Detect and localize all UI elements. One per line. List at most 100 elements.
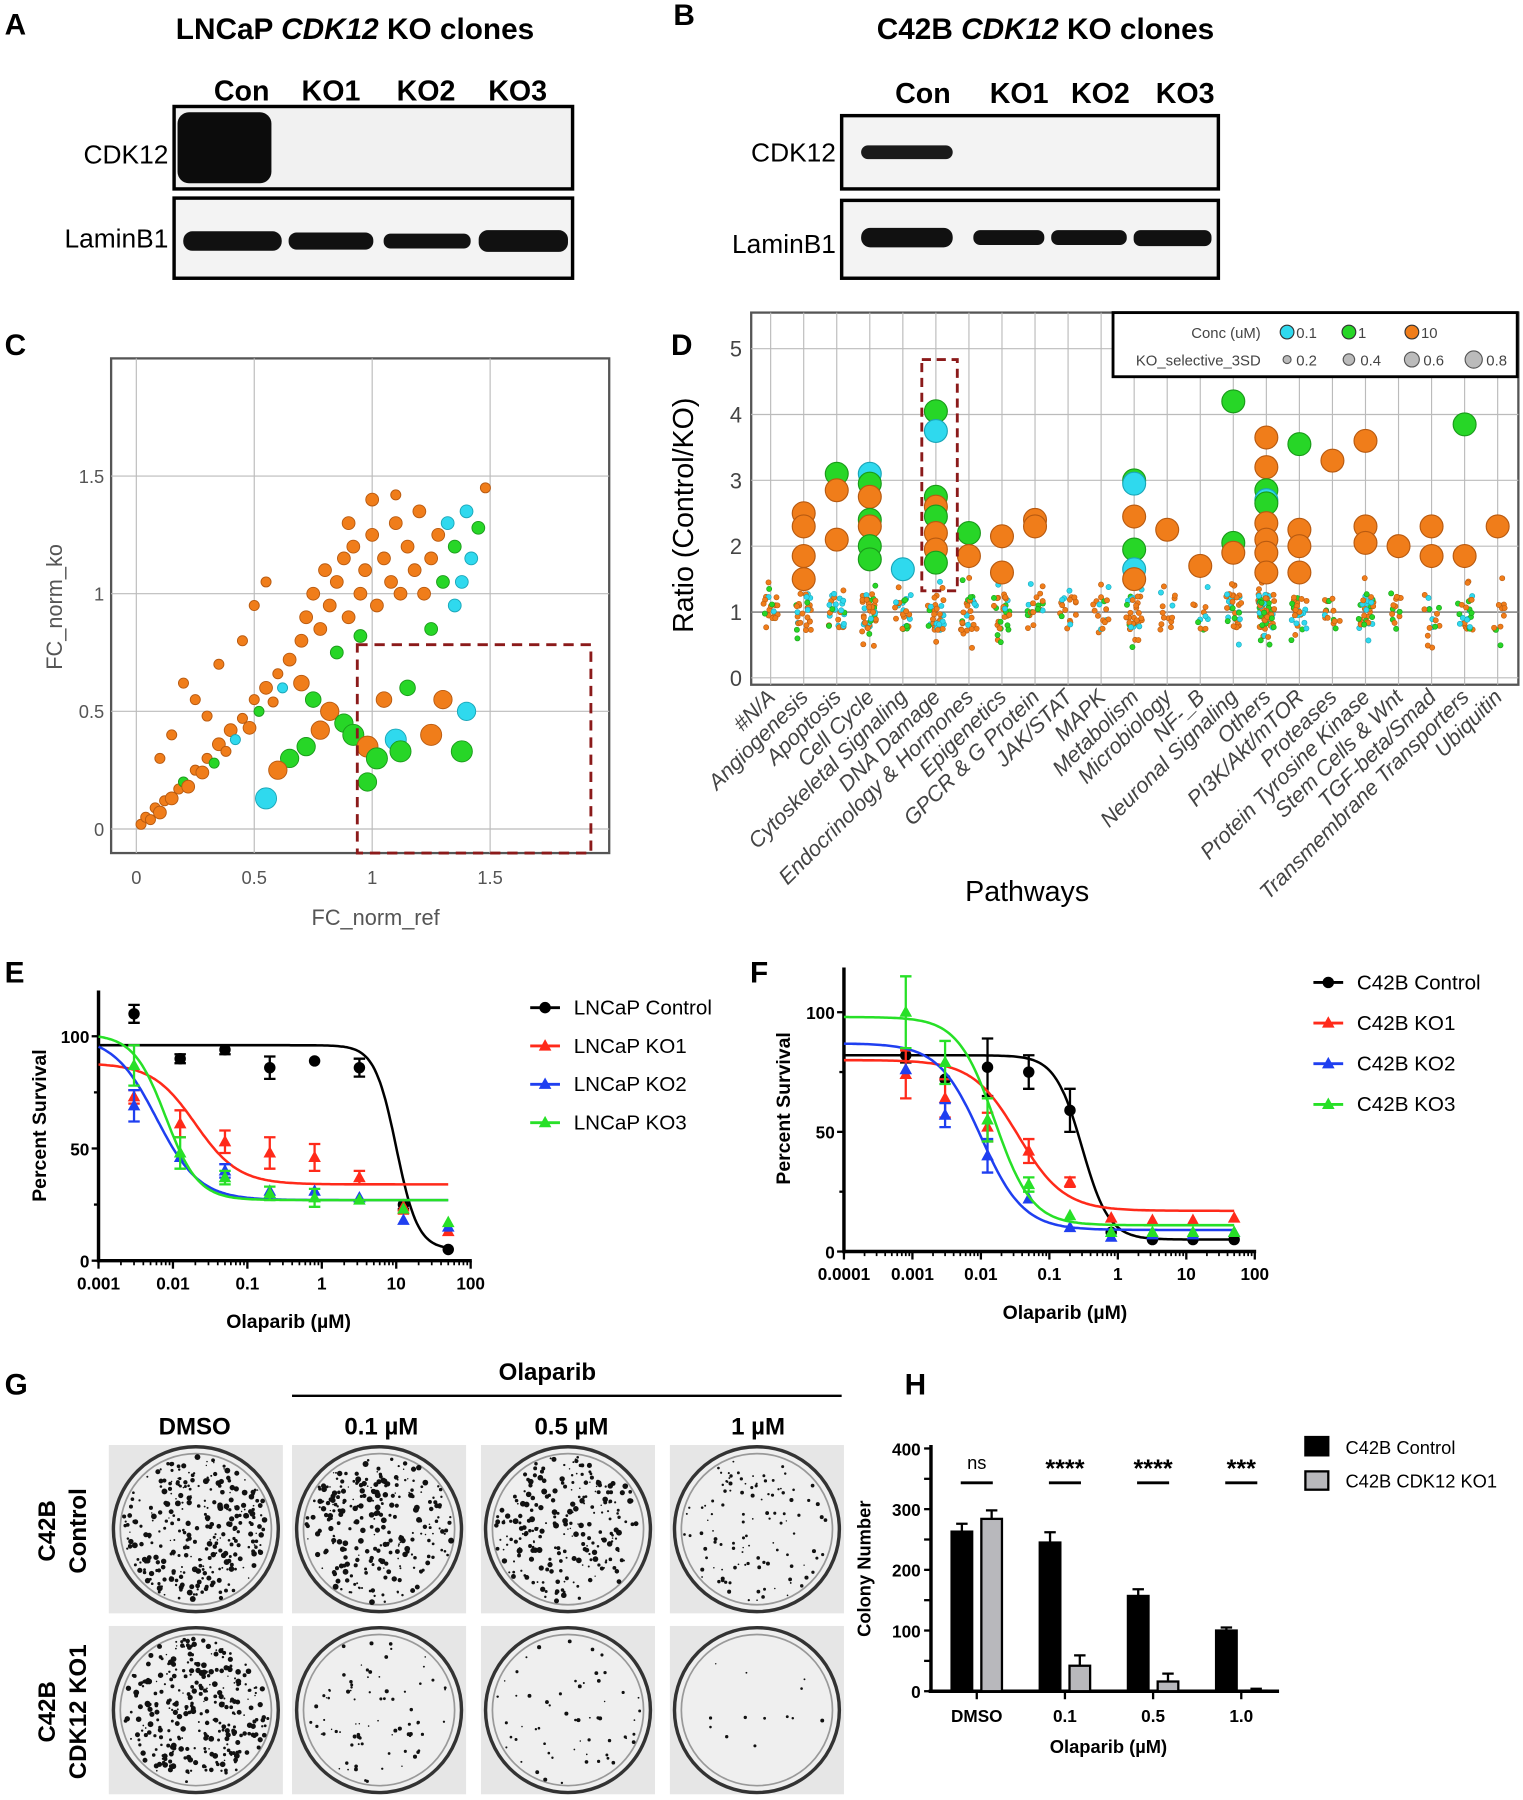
data-point <box>1095 612 1101 619</box>
colony <box>380 1517 387 1524</box>
colony <box>560 1781 564 1785</box>
band <box>183 231 282 251</box>
colony <box>554 1546 557 1550</box>
colony <box>792 1532 796 1535</box>
colony <box>556 1546 561 1551</box>
colony <box>333 1502 338 1507</box>
colony <box>823 1518 828 1522</box>
colony <box>788 1577 793 1582</box>
colony <box>142 1570 147 1575</box>
colony <box>198 1505 201 1508</box>
data-point <box>223 723 238 738</box>
colony <box>570 1473 574 1477</box>
colony <box>539 1528 545 1534</box>
error-bar <box>1044 1531 1056 1543</box>
colony <box>413 1555 417 1560</box>
data-point <box>1363 591 1370 598</box>
colony <box>159 1485 163 1488</box>
outlier-point <box>1122 471 1147 496</box>
colony <box>399 1565 402 1568</box>
colony <box>332 1509 336 1513</box>
colony <box>190 1653 195 1657</box>
data-point <box>1258 599 1265 606</box>
data-point <box>826 602 833 608</box>
colony <box>520 1760 523 1763</box>
colony <box>789 1497 794 1503</box>
colony <box>747 1598 750 1602</box>
colony <box>237 1556 243 1562</box>
colony <box>545 1567 550 1572</box>
data-point <box>447 598 462 613</box>
colony <box>219 1537 222 1539</box>
data-point <box>1186 1225 1200 1237</box>
data-point <box>1324 614 1331 621</box>
data-point <box>397 1213 410 1225</box>
colony <box>756 1589 761 1594</box>
colony <box>784 1472 787 1475</box>
colony <box>223 1665 229 1671</box>
colony <box>158 1655 163 1659</box>
data-point <box>1434 610 1440 617</box>
colony <box>570 1501 576 1507</box>
data-point <box>903 608 910 615</box>
column-label: 0.5 µM <box>534 1414 608 1441</box>
x-tick-label: 0.1 <box>1037 1264 1061 1284</box>
colony <box>206 1506 209 1509</box>
colony <box>234 1513 240 1519</box>
data-point <box>1005 626 1012 633</box>
colony <box>608 1517 612 1521</box>
colony <box>328 1688 331 1692</box>
colony <box>803 1564 805 1566</box>
colony <box>343 1547 347 1552</box>
colony <box>603 1671 607 1675</box>
legend-label: C42B Control <box>1357 971 1481 994</box>
colony <box>587 1577 593 1583</box>
colony <box>176 1464 181 1469</box>
colony <box>193 1760 199 1766</box>
colony <box>150 1582 154 1586</box>
panel-e-dose-response: E Percent Survival Olaparib (µM) 0501000… <box>5 956 712 1333</box>
colony <box>416 1464 422 1471</box>
colony <box>253 1488 257 1492</box>
colony <box>431 1542 435 1546</box>
colony <box>402 1461 408 1466</box>
colony <box>580 1531 586 1537</box>
colony <box>398 1543 400 1546</box>
plate-inner-rim <box>491 1633 645 1787</box>
colony <box>342 1673 346 1677</box>
colony-well <box>292 1445 467 1614</box>
colony <box>496 1695 499 1698</box>
colony <box>254 1694 256 1697</box>
colony <box>145 1702 151 1708</box>
data-point <box>1101 619 1108 626</box>
data-point <box>1022 1144 1036 1156</box>
colony <box>407 1722 411 1726</box>
data-point <box>870 642 877 649</box>
legend-label: 0.1 <box>1296 326 1317 342</box>
colony <box>596 1759 601 1764</box>
colony <box>708 1716 713 1720</box>
x-tick-label: 1 <box>1113 1264 1123 1284</box>
colony <box>608 1557 613 1562</box>
colony <box>340 1587 343 1591</box>
colony <box>502 1548 505 1551</box>
colony <box>571 1480 575 1484</box>
colony <box>336 1521 341 1526</box>
data-point <box>1129 597 1136 603</box>
colony <box>523 1501 530 1508</box>
data-point <box>263 1146 277 1158</box>
data-point <box>1426 606 1433 613</box>
colony <box>514 1498 519 1503</box>
outlier-point <box>956 520 981 546</box>
colony <box>427 1499 432 1504</box>
colony <box>371 1563 375 1567</box>
colony <box>733 1565 737 1570</box>
colony <box>599 1566 604 1571</box>
colony <box>526 1477 530 1482</box>
data-point <box>967 594 974 601</box>
colony <box>224 1467 231 1474</box>
data-point <box>399 679 416 697</box>
data-point <box>263 1186 277 1198</box>
y-tick-label: 2 <box>730 534 742 559</box>
colony <box>204 1768 208 1772</box>
